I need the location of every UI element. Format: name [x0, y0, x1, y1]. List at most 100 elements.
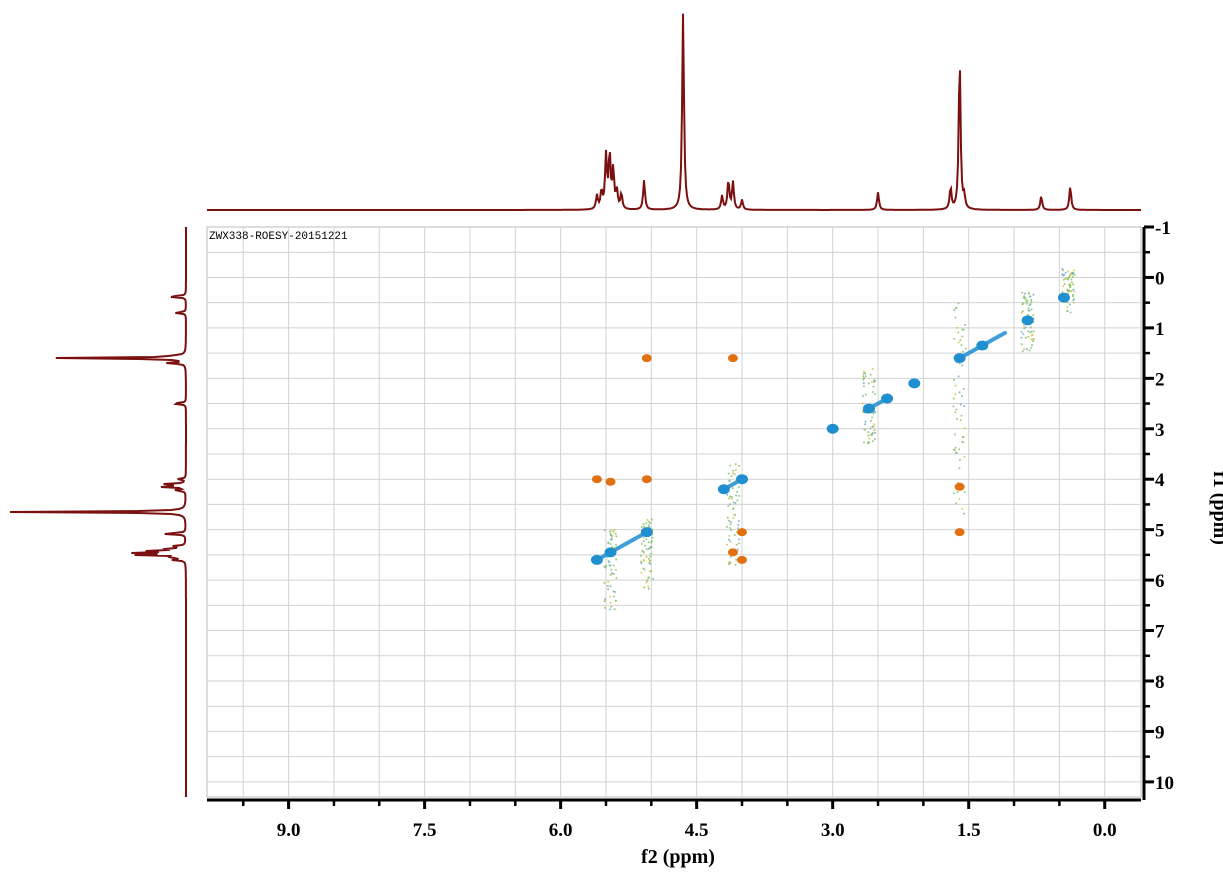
- noise-point: [956, 417, 959, 420]
- noise-point: [736, 490, 739, 493]
- noise-point: [1072, 288, 1075, 291]
- noise-point: [1025, 348, 1028, 351]
- noise-point: [956, 491, 959, 494]
- diagonal-peak: [953, 353, 966, 364]
- noise-point: [610, 534, 613, 537]
- noise-point: [1067, 291, 1070, 294]
- noise-point: [642, 536, 645, 539]
- diagonal-peak: [881, 393, 894, 404]
- noise-point: [1066, 270, 1069, 273]
- noise-point: [1021, 310, 1024, 313]
- noise-point: [1070, 290, 1073, 293]
- noise-point: [862, 441, 865, 444]
- noise-point: [732, 501, 735, 504]
- noise-point: [872, 425, 875, 428]
- noise-point: [645, 581, 648, 584]
- noise-point: [1029, 295, 1032, 298]
- diagonal-peak: [1057, 292, 1070, 303]
- noise-point: [1067, 276, 1070, 279]
- y-tick-label: 10: [1155, 773, 1174, 794]
- noise-point: [642, 558, 645, 561]
- x-tick-label: 9.0: [277, 820, 301, 841]
- y-tick-label: 5: [1155, 521, 1165, 542]
- noise-point: [1064, 271, 1067, 274]
- noise-point: [1030, 298, 1033, 301]
- noise-point: [864, 375, 867, 378]
- noise-point: [868, 437, 871, 440]
- noise-point: [954, 316, 957, 319]
- diagonal-peak: [604, 547, 617, 558]
- noise-point: [952, 378, 955, 381]
- noise-point: [604, 566, 607, 569]
- noise-point: [953, 308, 956, 311]
- noise-point: [735, 558, 738, 561]
- noise-point: [862, 375, 865, 378]
- noise-point: [952, 397, 955, 400]
- noise-point: [645, 538, 648, 541]
- noise-point: [873, 429, 876, 432]
- diagonal-peak: [862, 403, 875, 414]
- noise-point: [650, 541, 653, 544]
- noise-point: [862, 411, 865, 414]
- noise-point: [732, 507, 735, 510]
- noise-point: [603, 529, 606, 532]
- noise-point: [646, 579, 649, 582]
- f2-projection-spectrum: [207, 13, 1141, 211]
- noise-point: [1062, 285, 1065, 288]
- noise-point: [729, 555, 732, 558]
- noise-point: [649, 522, 652, 525]
- noise-point: [738, 494, 741, 497]
- noise-point: [864, 423, 867, 426]
- noise-point: [640, 560, 643, 563]
- noise-point: [1064, 277, 1067, 280]
- noise-point: [1027, 307, 1030, 310]
- noise-point: [604, 598, 607, 601]
- noise-point: [614, 599, 617, 602]
- noise-point: [651, 536, 654, 539]
- y-tick-label: 6: [1155, 571, 1165, 592]
- noise-point: [728, 535, 731, 538]
- noise-point: [957, 341, 960, 344]
- cross-peak: [737, 555, 748, 564]
- noise-point: [603, 600, 606, 603]
- noise-point: [954, 393, 957, 396]
- noise-point: [864, 428, 867, 431]
- noise-point: [961, 328, 964, 331]
- noise-point: [864, 393, 867, 396]
- noise-point: [647, 557, 650, 560]
- noise-point: [650, 546, 653, 549]
- noise-point: [864, 420, 867, 423]
- noise-point: [727, 504, 730, 507]
- noise-point: [738, 538, 741, 541]
- noise-point: [1023, 292, 1026, 295]
- noise-point: [733, 513, 736, 516]
- noise-point: [648, 576, 651, 579]
- noise-point: [610, 529, 613, 532]
- noise-point: [959, 339, 962, 342]
- noise-point: [961, 394, 964, 397]
- noise-point: [871, 416, 874, 419]
- noise-point: [1028, 292, 1031, 295]
- noise-point: [862, 385, 865, 388]
- noise-point: [1022, 324, 1025, 327]
- noise-point: [609, 564, 612, 567]
- diagonal-peak: [976, 340, 989, 351]
- noise-point: [1024, 326, 1027, 329]
- noise-point: [1073, 273, 1076, 276]
- noise-point: [1030, 300, 1033, 303]
- noise-point: [872, 381, 875, 384]
- diagonal-peak: [736, 474, 749, 485]
- noise-point: [737, 519, 740, 522]
- noise-point: [729, 540, 732, 543]
- noise-point: [1031, 340, 1034, 343]
- noise-point: [1021, 350, 1024, 353]
- noise-point: [612, 572, 615, 575]
- noise-point: [642, 525, 645, 528]
- noise-point: [1068, 283, 1071, 286]
- noise-point: [962, 350, 965, 353]
- noise-point: [1072, 272, 1075, 275]
- noise-point: [1032, 330, 1035, 333]
- noise-point: [647, 587, 650, 590]
- noise-point: [729, 521, 732, 524]
